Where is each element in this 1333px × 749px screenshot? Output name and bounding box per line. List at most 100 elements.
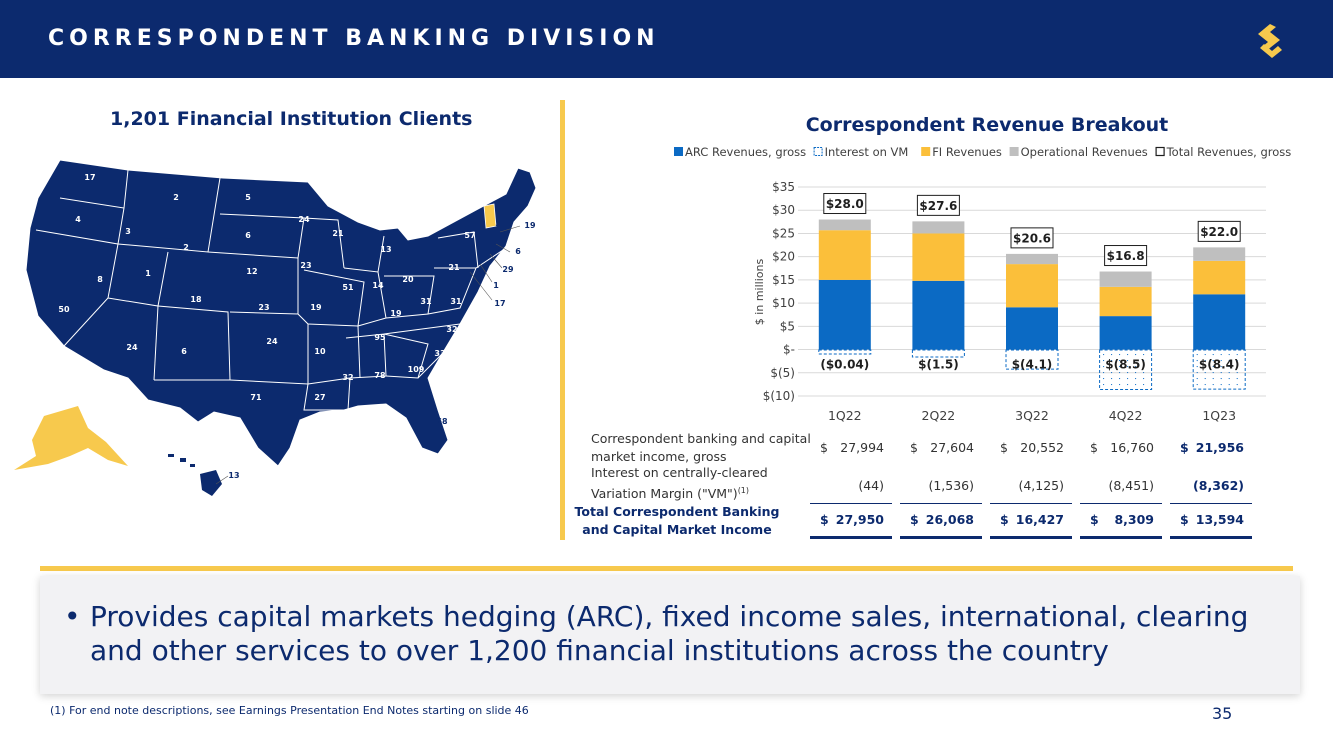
vm-pattern-dot: [1135, 371, 1137, 374]
x-tick-label: 1Q22: [828, 408, 862, 423]
map-state-count: 2: [183, 243, 189, 252]
vm-pattern-dot: [1103, 371, 1105, 374]
vm-pattern-dot: [1236, 365, 1238, 368]
map-state-count: 17: [494, 299, 505, 308]
vm-pattern-dot: [1135, 365, 1137, 368]
y-tick-label: $-: [783, 343, 795, 357]
vm-pattern-dot: [1204, 377, 1206, 380]
bar-segment: [1099, 286, 1152, 317]
row-label-income: Correspondent banking and capital market…: [591, 431, 811, 464]
map-state-count: 68: [436, 417, 448, 426]
currency-symbol: $: [910, 512, 919, 527]
vm-pattern-dot: [1119, 353, 1121, 356]
table-double-rule: [810, 536, 892, 539]
total-label-box: [823, 193, 867, 215]
bar-segment: [1099, 316, 1152, 350]
table-value: (8,451): [1108, 478, 1154, 493]
map-state-count: 31: [450, 297, 462, 306]
vm-bar: [1005, 349, 1059, 370]
vm-pattern-dot: [1212, 377, 1214, 380]
currency-symbol: $: [1180, 440, 1189, 455]
bullet-text: Provides capital markets hedging (ARC), …: [90, 600, 1249, 667]
leader-lines: [215, 225, 521, 485]
vm-pattern-dot: [1103, 377, 1105, 380]
table-value: 26,068: [925, 512, 974, 527]
currency-symbol: $: [1180, 512, 1189, 527]
total-label-box: [1197, 220, 1241, 242]
vm-pattern-dot: [1135, 383, 1137, 386]
map-state-count: 18: [190, 295, 202, 304]
total-data-label: $22.0: [1200, 225, 1238, 239]
map-state-count: 57: [464, 231, 475, 240]
table-value: (4,125): [1018, 478, 1064, 493]
vm-pattern-dot: [1212, 359, 1214, 362]
vm-pattern-dot: [1143, 383, 1145, 386]
vm-pattern-dot: [1111, 365, 1113, 368]
vm-pattern-dot: [1228, 371, 1230, 374]
bar-segment: [818, 219, 871, 231]
table-rule: [990, 503, 1072, 504]
table-double-rule: [900, 536, 982, 539]
vm-data-label: $(4.1): [1012, 358, 1053, 372]
vm-pattern-dot: [1196, 353, 1198, 356]
table-cell: $20,552: [1000, 440, 1064, 458]
vm-pattern-dot: [1127, 371, 1129, 374]
table-double-rule: [1080, 536, 1162, 539]
bar-segment: [1006, 307, 1058, 350]
vm-bar: [818, 349, 872, 355]
map-state-count: 19: [390, 309, 402, 318]
table-cell: (1,536): [910, 478, 974, 496]
map-state-count: 4: [75, 215, 81, 224]
vm-pattern-dot: [1119, 383, 1121, 386]
table-cell: (8,362): [1180, 478, 1244, 496]
map-state-count: 6: [181, 347, 187, 356]
vm-pattern-dot: [1119, 365, 1121, 368]
vm-pattern-dot: [1143, 365, 1145, 368]
total-data-label: $27.6: [919, 199, 957, 213]
legend-item: FI Revenues: [921, 145, 1002, 159]
vm-pattern-dot: [1204, 371, 1206, 374]
legend-label: ARC Revenues, gross: [685, 145, 806, 159]
vm-pattern-dot: [1212, 383, 1214, 386]
table-cell: (44): [820, 478, 884, 496]
summary-box: • Provides capital markets hedging (ARC)…: [40, 576, 1300, 694]
y-tick-label: $(5): [770, 366, 795, 380]
y-tick-label: $10: [772, 296, 795, 310]
alaska-shape: [14, 406, 128, 470]
vm-pattern-dot: [1212, 353, 1214, 356]
table-value: (8,362): [1193, 478, 1244, 493]
vm-pattern-dot: [1127, 353, 1129, 356]
vm-pattern-dot: [1236, 371, 1238, 374]
vm-pattern-dot: [1196, 377, 1198, 380]
y-tick-label: $35: [772, 180, 795, 194]
map-state-count: 23: [258, 303, 269, 312]
vm-pattern-dot: [1220, 353, 1222, 356]
map-state-count: 23: [300, 261, 311, 270]
map-state-count: 71: [250, 393, 262, 402]
vm-pattern-dot: [1204, 383, 1206, 386]
x-tick-label: 3Q22: [1015, 408, 1049, 423]
legend-item: ARC Revenues, gross: [674, 145, 806, 159]
bar-segment: [912, 280, 965, 350]
table-cell: $27,604: [910, 440, 974, 458]
total-label-box: [1104, 245, 1148, 267]
map-state-count: 109: [408, 365, 425, 374]
vermont-highlight: [483, 203, 497, 229]
table-double-rule: [990, 536, 1072, 539]
table-cell: $16,427: [1000, 512, 1064, 530]
legend-label: FI Revenues: [932, 145, 1002, 159]
table-cell: $27,994: [820, 440, 884, 458]
table-value: 27,994: [840, 440, 884, 455]
bar-segment: [1006, 264, 1058, 308]
legend-item: Operational Revenues: [1009, 145, 1148, 159]
bar-segment: [1006, 253, 1058, 265]
table-value: 20,552: [1020, 440, 1064, 455]
total-label-box: [916, 194, 960, 216]
row-label-vm: Interest on centrally-cleared Variation …: [591, 465, 768, 502]
map-state-count: 1: [493, 281, 499, 290]
total-data-label: $16.8: [1107, 249, 1145, 263]
table-cell: (4,125): [1000, 478, 1064, 496]
vm-pattern-dot: [1204, 365, 1206, 368]
vm-pattern-dot: [1196, 359, 1198, 362]
